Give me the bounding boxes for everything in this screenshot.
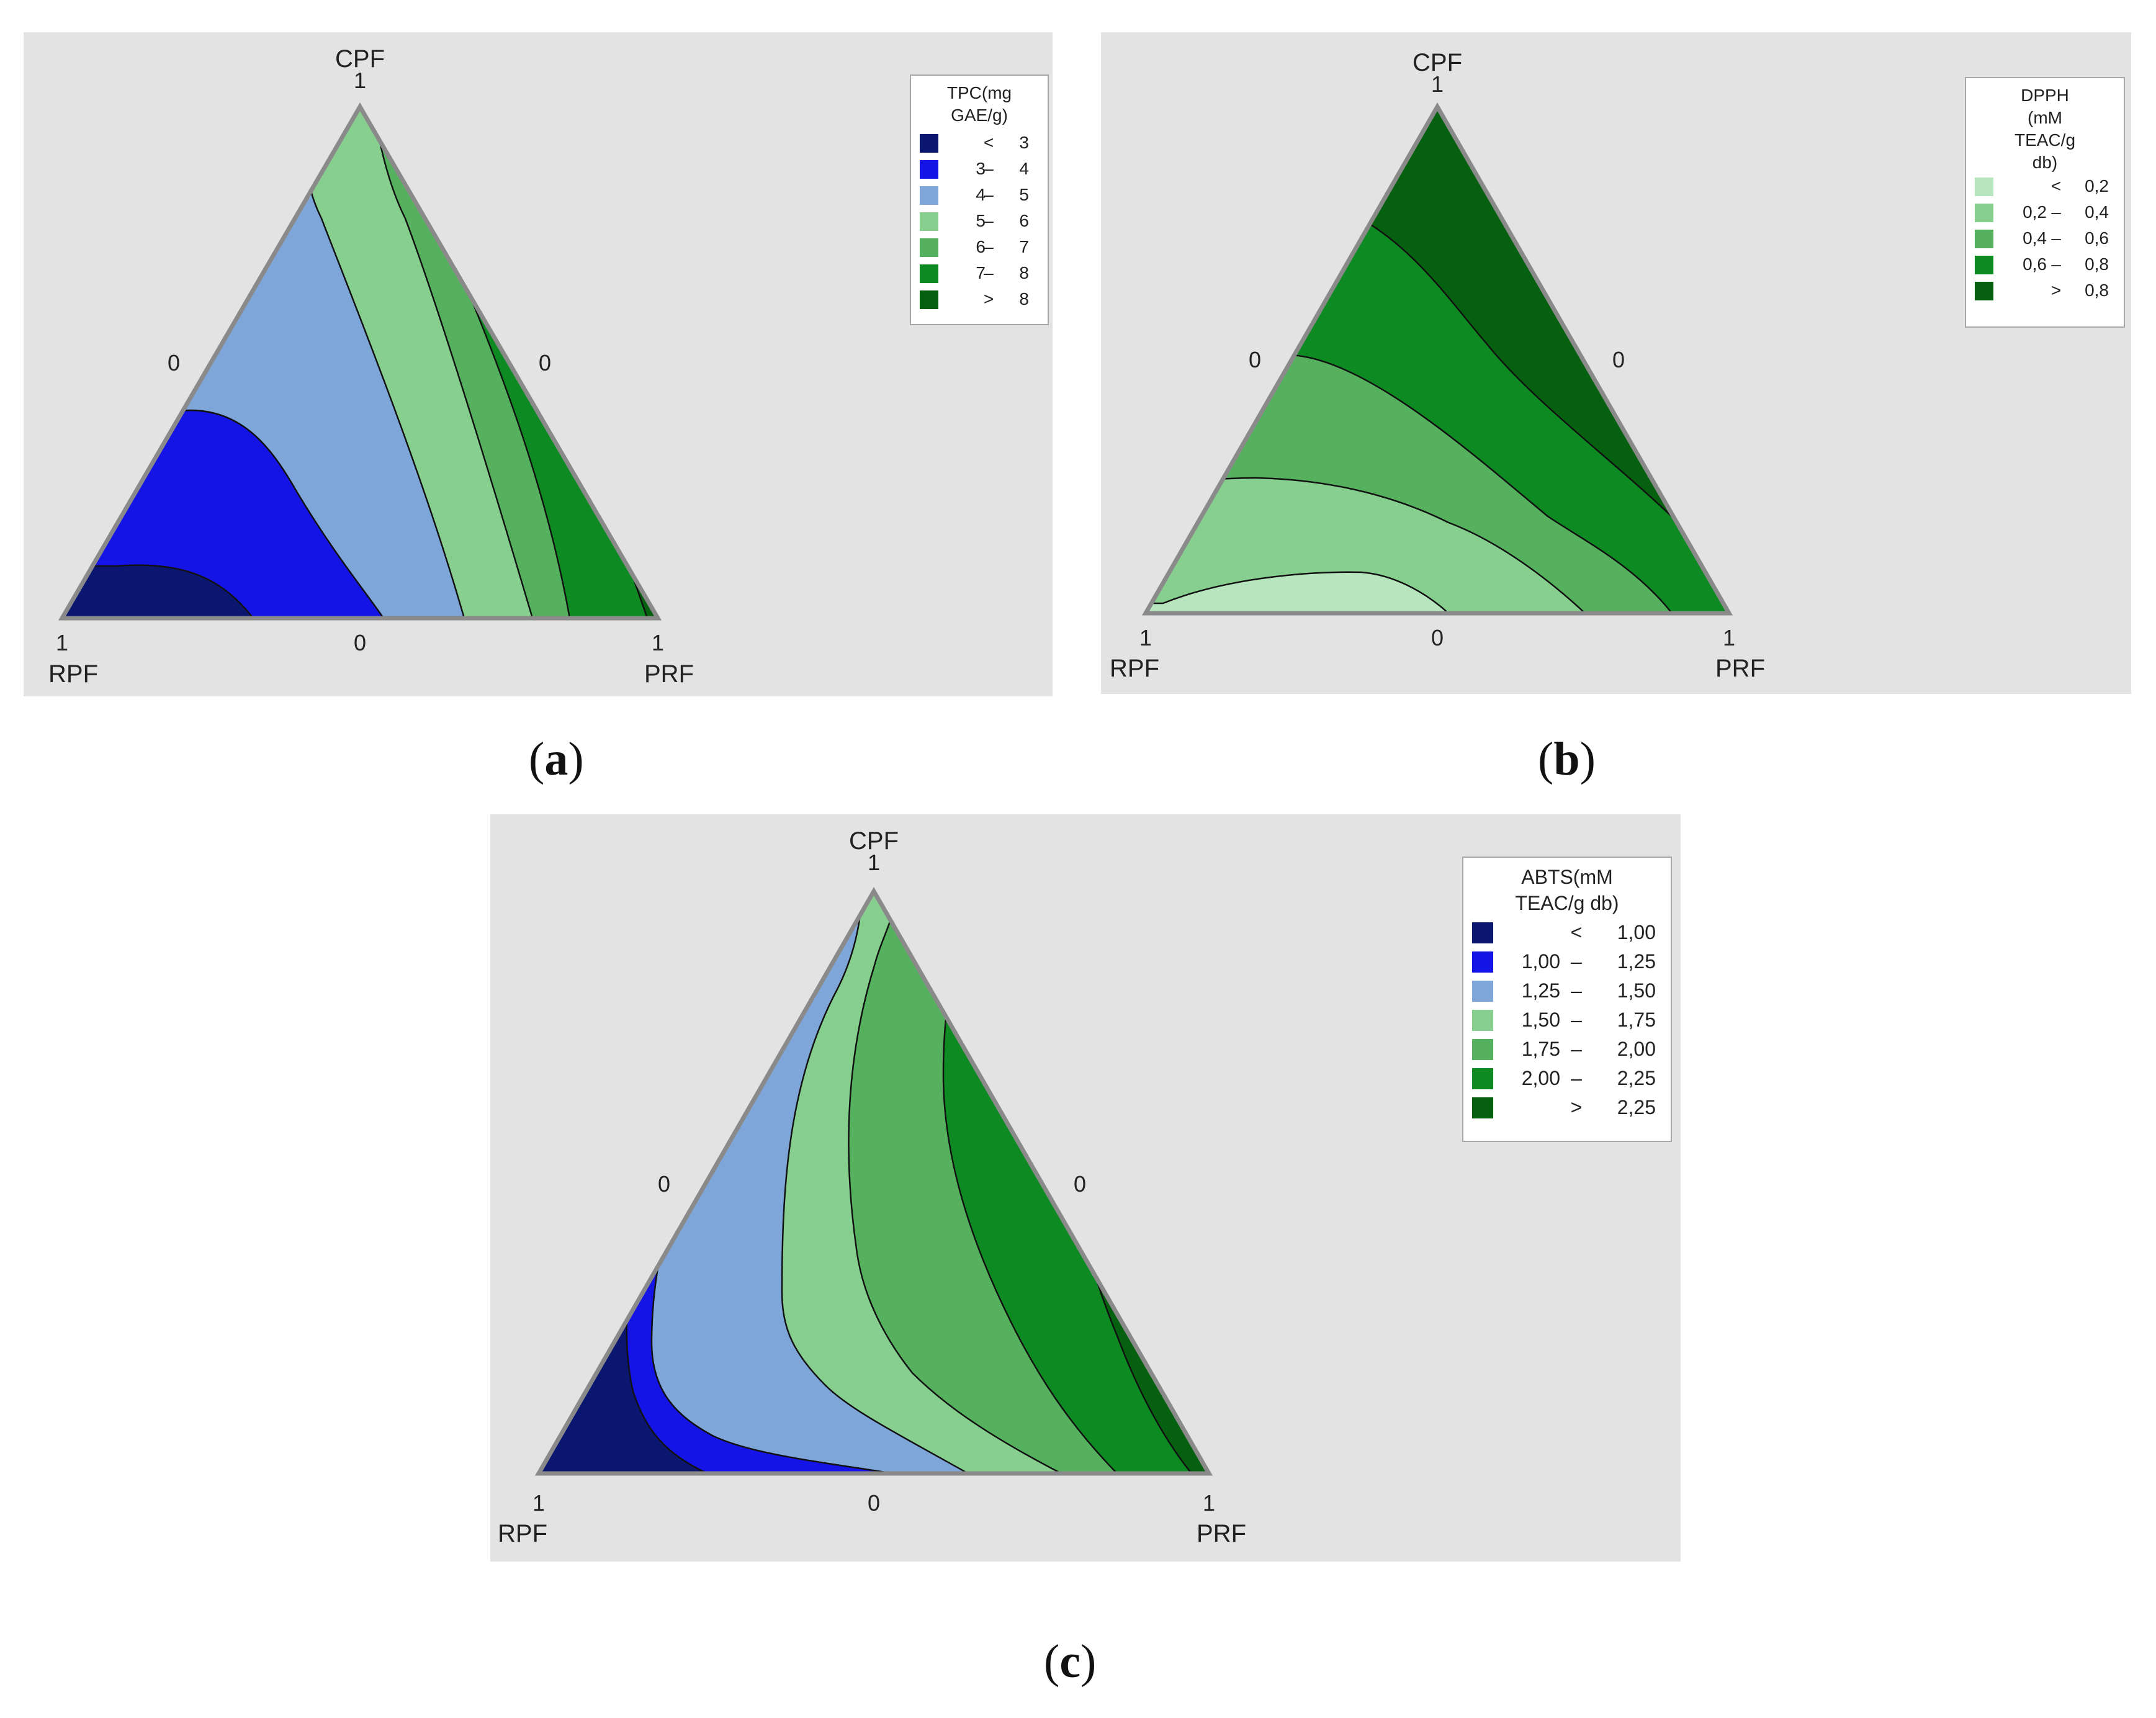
vertex-tick-top: 1 (1431, 71, 1444, 97)
legend-title: TPC(mg GAE/g) (946, 83, 1012, 125)
edge-tick-left: 0 (1249, 347, 1261, 372)
legend-c: ABTS(mM TEAC/g db) <1,00 1,00–1,25 1,25–… (1462, 857, 1672, 1142)
legend-swatch (1975, 256, 1993, 274)
vertex-tick-left: 1 (532, 1490, 545, 1516)
edge-tick-right: 0 (539, 350, 551, 376)
vertex-label-top: CPF (849, 827, 899, 855)
caption-c: (c) (1044, 1635, 1097, 1688)
legend-swatch (920, 238, 938, 257)
legend-row: 7–8 (911, 261, 1048, 287)
ternary-plot-a: CPF 1 1 RPF 1 PRF 0 0 0 (48, 45, 694, 688)
legend-title: DPPH (mM TEAC/g db) (2014, 86, 2076, 172)
edge-tick-right: 0 (1074, 1171, 1086, 1197)
legend-row: 0,6–0,8 (1966, 252, 2124, 278)
vertex-label-right: PRF (644, 660, 694, 688)
legend-rows: <0,2 0,2–0,4 0,4–0,6 0,6–0,8 >0,8 (1966, 174, 2124, 304)
legend-row: 6–7 (911, 235, 1048, 261)
vertex-tick-left: 1 (1139, 625, 1152, 650)
legend-row: >2,25 (1463, 1094, 1671, 1123)
legend-row: >0,8 (1966, 278, 2124, 304)
legend-b: DPPH (mM TEAC/g db) <0,2 0,2–0,4 0,4–0,6… (1965, 77, 2125, 328)
contour-band-0.4-0.6 (1146, 107, 1674, 613)
edge-tick-bottom: 0 (868, 1490, 880, 1516)
vertex-label-top: CPF (335, 45, 385, 73)
triangle-frame (1141, 102, 1733, 616)
legend-swatch (920, 264, 938, 283)
legend-title: ABTS(mM TEAC/g db) (1515, 866, 1619, 914)
legend-swatch (1472, 1010, 1493, 1031)
legend-row: >8 (911, 287, 1048, 313)
legend-swatch (1472, 951, 1493, 973)
triangle-frame (58, 102, 662, 621)
caption-a: (a) (529, 733, 584, 785)
vertex-tick-top: 1 (868, 850, 880, 875)
legend-swatch (920, 160, 938, 179)
vertex-tick-top: 1 (354, 68, 366, 93)
legend-swatch (1975, 178, 1993, 196)
legend-row: 3–4 (911, 156, 1048, 182)
vertex-tick-right: 1 (652, 630, 664, 655)
vertex-tick-right: 1 (1203, 1490, 1215, 1516)
legend-swatch (920, 134, 938, 153)
legend-swatch (920, 290, 938, 309)
vertex-label-left: RPF (48, 660, 98, 688)
chart-panel-c: CPF 1 1 RPF 1 PRF 0 0 0 ABTS(mM TEAC/g d… (490, 814, 1681, 1562)
legend-swatch (1472, 1068, 1493, 1089)
legend-swatch (920, 212, 938, 231)
legend-row: 5–6 (911, 209, 1048, 235)
legend-row: 1,25–1,50 (1463, 977, 1671, 1006)
legend-row: <3 (911, 130, 1048, 156)
contour-band-lt0.2 (1146, 571, 1451, 613)
vertex-tick-right: 1 (1723, 625, 1735, 650)
vertex-label-top: CPF (1413, 49, 1462, 76)
legend-swatch (1472, 922, 1493, 943)
edge-tick-right: 0 (1612, 347, 1625, 372)
legend-rows: <1,00 1,00–1,25 1,25–1,50 1,50–1,75 1,75… (1463, 916, 1671, 1123)
ternary-plot-c: CPF 1 1 RPF 1 PRF 0 0 0 (498, 827, 1246, 1547)
legend-swatch (1472, 981, 1493, 1002)
ternary-plot-b: CPF 1 1 RPF 1 PRF 0 0 0 (1110, 49, 1765, 682)
contour-band-lt3 (62, 107, 255, 618)
legend-swatch (920, 186, 938, 205)
legend-row: 4–5 (911, 182, 1048, 209)
edge-tick-left: 0 (168, 350, 180, 376)
vertex-label-right: PRF (1715, 655, 1765, 682)
legend-swatch (1975, 204, 1993, 222)
edge-tick-left: 0 (658, 1171, 670, 1197)
legend-swatch (1472, 1097, 1493, 1118)
chart-panel-a: CPF 1 1 RPF 1 PRF 0 0 0 TPC(mg GAE/g) <3… (24, 32, 1053, 696)
triangle-frame (534, 886, 1213, 1476)
edge-tick-bottom: 0 (354, 630, 366, 655)
edge-tick-bottom: 0 (1431, 625, 1444, 650)
vertex-label-left: RPF (498, 1520, 547, 1547)
legend-row: 2,00–2,25 (1463, 1064, 1671, 1094)
chart-panel-b: CPF 1 1 RPF 1 PRF 0 0 0 DPPH (mM TEAC/g … (1101, 32, 2131, 694)
legend-row: <1,00 (1463, 919, 1671, 948)
legend-rows: <3 3–4 4–5 5–6 6–7 7–8 >8 (911, 127, 1048, 313)
legend-row: <0,2 (1966, 174, 2124, 200)
vertex-tick-left: 1 (56, 630, 68, 655)
legend-row: 1,50–1,75 (1463, 1006, 1671, 1035)
legend-swatch (1472, 1039, 1493, 1060)
legend-row: 1,75–2,00 (1463, 1035, 1671, 1064)
legend-swatch (1975, 230, 1993, 248)
caption-b: (b) (1538, 733, 1596, 785)
legend-row: 0,4–0,6 (1966, 226, 2124, 252)
vertex-label-left: RPF (1110, 655, 1159, 682)
legend-swatch (1975, 282, 1993, 300)
legend-a: TPC(mg GAE/g) <3 3–4 4–5 5–6 6–7 7–8 >8 (910, 74, 1049, 325)
legend-row: 0,2–0,4 (1966, 200, 2124, 226)
vertex-label-right: PRF (1197, 1520, 1246, 1547)
legend-row: 1,00–1,25 (1463, 948, 1671, 977)
